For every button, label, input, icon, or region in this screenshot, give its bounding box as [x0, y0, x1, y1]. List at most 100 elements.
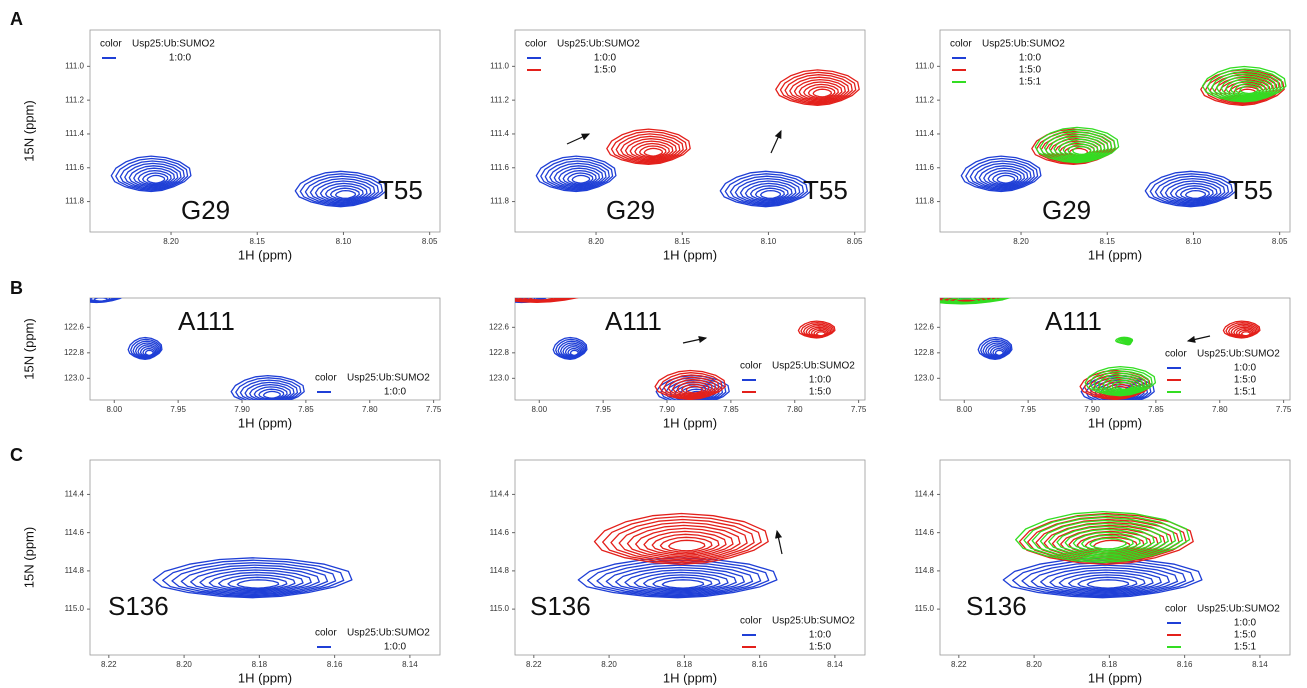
contour — [994, 349, 1004, 356]
panel: 8.20 8.15 8.10 8.05 111.0 111.2 111.4 111.6 111.… — [915, 29, 1291, 262]
contour — [1023, 513, 1184, 562]
contour — [1034, 126, 1120, 164]
x-tick-label: 8.20 — [1013, 237, 1029, 246]
x-axis-label: 1H (ppm) — [238, 247, 292, 262]
arrow — [1186, 335, 1211, 343]
contour — [1018, 512, 1194, 566]
contour — [304, 175, 380, 206]
contours — [515, 298, 836, 400]
y-tick-label: 111.6 — [490, 163, 509, 172]
legend-label: 1:5:0 — [594, 65, 617, 76]
x-tick-label: 7.90 — [659, 405, 675, 414]
contour — [633, 571, 729, 592]
contour — [144, 349, 154, 356]
contour — [1206, 68, 1284, 102]
contour — [965, 157, 1039, 192]
peak-label: S136 — [966, 591, 1027, 621]
peak-label: S136 — [108, 591, 169, 621]
y-tick-label: 111.2 — [915, 95, 934, 104]
y-tick-label: 115.0 — [915, 604, 935, 613]
y-tick-label: 111.2 — [65, 95, 84, 104]
x-tick-label: 8.10 — [1186, 237, 1202, 246]
contour — [606, 128, 691, 166]
contour — [635, 527, 734, 558]
contour — [663, 374, 720, 399]
panel: 8.20 8.15 8.10 8.05 111.0 111.2 111.4 111.6 111.… — [21, 29, 441, 262]
contours — [940, 298, 1261, 400]
contour — [1048, 133, 1109, 161]
contour — [668, 539, 706, 552]
contour — [618, 521, 748, 561]
contour — [249, 383, 292, 400]
contour — [152, 557, 353, 599]
y-tick-label: 123.0 — [64, 373, 85, 382]
y-tick-label: 114.6 — [490, 528, 510, 537]
x-tick-label: 7.75 — [851, 405, 867, 414]
legend-heading: color — [1165, 349, 1187, 360]
y-tick-label: 111.8 — [915, 197, 934, 206]
x-tick-label: 8.15 — [674, 237, 690, 246]
legend-label: 1:0:0 — [384, 642, 407, 653]
contour — [1048, 522, 1162, 558]
legend-label: 1:5:0 — [1234, 375, 1257, 386]
contour — [1043, 131, 1113, 162]
plot-frame — [89, 459, 441, 656]
contour — [1106, 377, 1140, 392]
contour — [1021, 562, 1187, 597]
x-axis-label: 1H (ppm) — [238, 415, 292, 430]
y-tick-label: 111.4 — [915, 129, 934, 138]
contours — [960, 65, 1287, 208]
contour — [685, 385, 704, 394]
contour — [624, 569, 737, 594]
panel: 8.00 7.95 7.90 7.85 7.80 7.75 122.6 122.8 123.0 1… — [489, 297, 867, 430]
contour — [587, 559, 770, 598]
contour — [634, 142, 670, 159]
legend-label: 1:5:0 — [1234, 630, 1257, 641]
contour — [1225, 77, 1270, 98]
contour — [562, 169, 597, 186]
contour — [567, 172, 594, 185]
contour — [294, 170, 387, 208]
contour — [789, 76, 850, 103]
contour — [1154, 175, 1230, 206]
legend-title: Usp25:Ub:SUMO2 — [1197, 349, 1280, 360]
x-axis-label: 1H (ppm) — [238, 670, 292, 685]
legend-heading: color — [740, 616, 762, 627]
contour — [549, 162, 607, 189]
contour — [235, 377, 302, 400]
arrow — [775, 529, 783, 555]
contour — [969, 160, 1035, 191]
contour — [1086, 579, 1130, 589]
x-tick-label: 8.05 — [422, 237, 438, 246]
x-tick-label: 8.14 — [827, 660, 843, 669]
contour — [1060, 527, 1159, 558]
contour — [299, 173, 384, 207]
x-tick-label: 8.15 — [249, 237, 265, 246]
x-tick-label: 7.85 — [1148, 405, 1164, 414]
x-tick-label: 7.90 — [234, 405, 250, 414]
contour — [1049, 569, 1162, 594]
contours — [110, 155, 387, 208]
legend: color Usp25:Ub:SUMO2 1:0:0 — [100, 39, 215, 64]
legend-title: Usp25:Ub:SUMO2 — [772, 616, 855, 627]
x-tick-label: 8.14 — [1252, 660, 1268, 669]
contour — [115, 157, 189, 192]
x-tick-label: 7.95 — [595, 405, 611, 414]
x-tick-label: 7.75 — [426, 405, 442, 414]
contour — [749, 185, 789, 202]
contour — [329, 187, 360, 201]
contour — [190, 566, 320, 595]
x-tick-label: 8.20 — [601, 660, 617, 669]
legend-label: 1:0:0 — [384, 387, 407, 398]
contour — [1076, 533, 1145, 555]
contour — [1088, 368, 1153, 396]
contour — [569, 349, 579, 356]
contour — [638, 145, 667, 158]
y-tick-label: 122.6 — [489, 322, 510, 331]
contour — [571, 174, 591, 184]
contour — [659, 536, 713, 554]
x-axis-label: 1H (ppm) — [663, 415, 717, 430]
contour — [1053, 136, 1106, 160]
x-tick-label: 7.90 — [1084, 405, 1100, 414]
